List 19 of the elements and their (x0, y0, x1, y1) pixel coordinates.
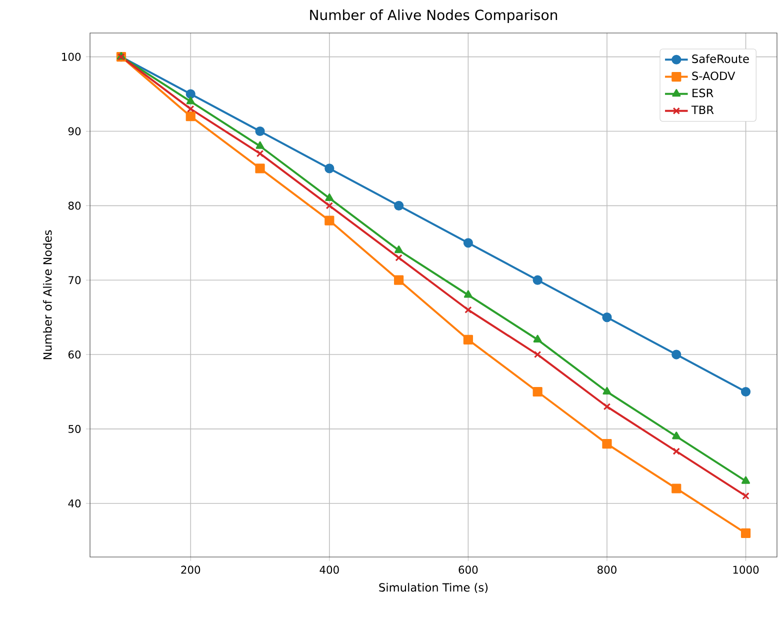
y-tick-label: 90 (68, 127, 81, 136)
x-tick-label: 600 (458, 566, 478, 574)
x-axis-title: Simulation Time (s) (379, 582, 488, 594)
legend-label: S-AODV (692, 72, 736, 80)
y-tick-label: 50 (68, 424, 81, 433)
x-tick-label: 400 (320, 566, 339, 574)
x-tick-label: 200 (181, 566, 200, 574)
x-tick-label: 1000 (733, 566, 759, 574)
y-tick-label: 60 (68, 350, 81, 359)
y-tick-label: 80 (68, 202, 81, 210)
y-axis-title: Number of Alive Nodes (43, 230, 52, 360)
y-tick-label: 70 (68, 276, 81, 284)
chart-title: Number of Alive Nodes Comparison (310, 9, 558, 23)
y-tick-label: 40 (68, 499, 81, 508)
y-tick-label: 100 (62, 52, 81, 61)
legend-label: SafeRoute (692, 54, 749, 64)
x-tick-label: 800 (598, 566, 616, 574)
legend-label: TBR (691, 106, 714, 114)
legend-label: ESR (692, 88, 714, 98)
